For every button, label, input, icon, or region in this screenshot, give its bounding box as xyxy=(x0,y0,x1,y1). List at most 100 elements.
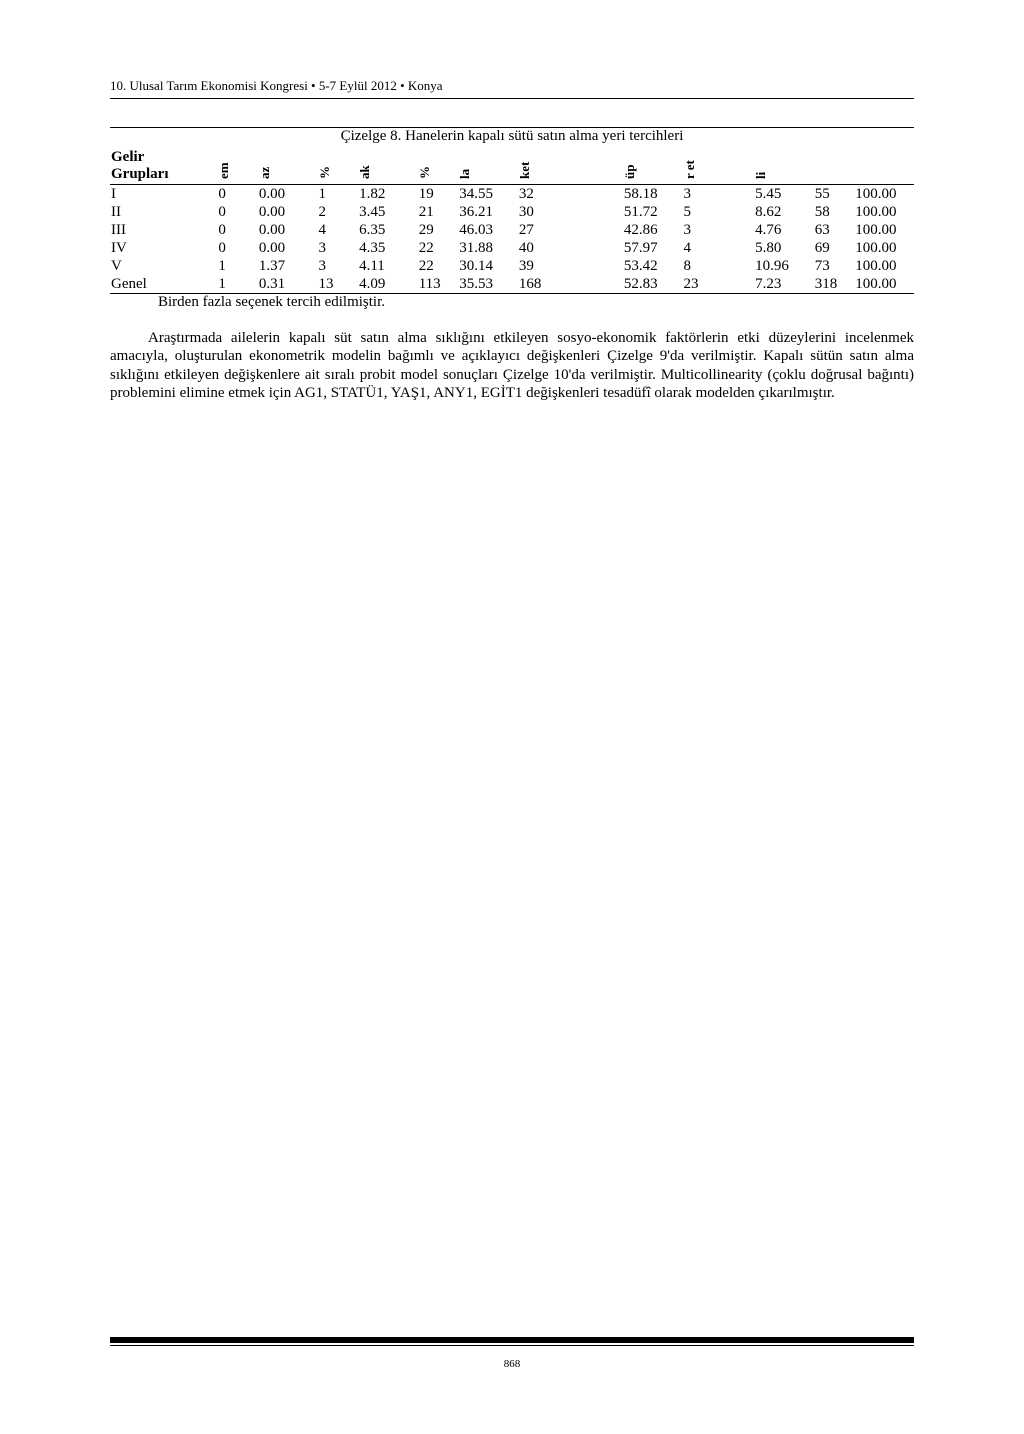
cell: 0 xyxy=(217,239,258,257)
col-h-9: li xyxy=(754,147,814,185)
cell: 34.55 xyxy=(458,185,518,204)
cell: 42.86 xyxy=(623,221,683,239)
cell: 0.00 xyxy=(258,185,318,204)
header-rule xyxy=(110,98,914,99)
cell: 27 xyxy=(518,221,623,239)
col-h-1: az xyxy=(258,147,318,185)
col-h-4: % xyxy=(418,147,459,185)
cell: 19 xyxy=(418,185,459,204)
cell: 35.53 xyxy=(458,275,518,294)
cell: 58 xyxy=(814,203,855,221)
cell: 55 xyxy=(814,185,855,204)
cell: 8 xyxy=(683,257,755,275)
cell: 100.00 xyxy=(854,275,914,294)
cell: 1 xyxy=(318,185,359,204)
page-number: 868 xyxy=(110,1358,914,1370)
cell: 0 xyxy=(217,221,258,239)
table-header-row: Gelir Grupları em az % ak % la ket üp r … xyxy=(110,147,914,185)
col-h-10 xyxy=(814,147,855,185)
cell: 63 xyxy=(814,221,855,239)
cell: 5.80 xyxy=(754,239,814,257)
cell: 100.00 xyxy=(854,239,914,257)
cell: 29 xyxy=(418,221,459,239)
cell: 4.35 xyxy=(358,239,418,257)
cell: 4 xyxy=(683,239,755,257)
cell: 0 xyxy=(217,203,258,221)
cell: 5.45 xyxy=(754,185,814,204)
cell: 73 xyxy=(814,257,855,275)
cell: 30 xyxy=(518,203,623,221)
cell: 4 xyxy=(318,221,359,239)
cell: 100.00 xyxy=(854,185,914,204)
col-h-11 xyxy=(854,147,914,185)
col-h-5: la xyxy=(458,147,518,185)
cell: 8.62 xyxy=(754,203,814,221)
cell: 31.88 xyxy=(458,239,518,257)
table-row: V 1 1.37 3 4.11 22 30.14 39 53.42 8 10.9… xyxy=(110,257,914,275)
table-title: Çizelge 8. Hanelerin kapalı sütü satın a… xyxy=(110,128,914,145)
table-row: II 0 0.00 2 3.45 21 36.21 30 51.72 5 8.6… xyxy=(110,203,914,221)
col-h-8: r et xyxy=(683,147,755,185)
cell: 3 xyxy=(683,185,755,204)
table-footnote: Birden fazla seçenek tercih edilmiştir. xyxy=(158,294,914,311)
cell: 53.42 xyxy=(623,257,683,275)
cell: 57.97 xyxy=(623,239,683,257)
col-h-3: ak xyxy=(358,147,418,185)
table-row: Genel 1 0.31 13 4.09 113 35.53 168 52.83… xyxy=(110,275,914,294)
cell: 23 xyxy=(683,275,755,294)
cell: 3 xyxy=(318,257,359,275)
cell: 51.72 xyxy=(623,203,683,221)
cell: 58.18 xyxy=(623,185,683,204)
cell: 318 xyxy=(814,275,855,294)
cell: 30.14 xyxy=(458,257,518,275)
cell: 6.35 xyxy=(358,221,418,239)
cell: 0.31 xyxy=(258,275,318,294)
cell: 0.00 xyxy=(258,203,318,221)
cell-group: Genel xyxy=(110,275,217,294)
cell: 10.96 xyxy=(754,257,814,275)
cell: 69 xyxy=(814,239,855,257)
cell: 52.83 xyxy=(623,275,683,294)
cell: 22 xyxy=(418,257,459,275)
table-body: I 0 0.00 1 1.82 19 34.55 32 58.18 3 5.45… xyxy=(110,185,914,294)
cell: 39 xyxy=(518,257,623,275)
cell: 3.45 xyxy=(358,203,418,221)
cell: 21 xyxy=(418,203,459,221)
cell-group: III xyxy=(110,221,217,239)
data-table: Gelir Grupları em az % ak % la ket üp r … xyxy=(110,147,914,294)
cell-group: IV xyxy=(110,239,217,257)
col-h-6: ket xyxy=(518,147,623,185)
footer-rule-thin xyxy=(110,1345,914,1346)
cell: 13 xyxy=(318,275,359,294)
cell: 1.37 xyxy=(258,257,318,275)
cell: 2 xyxy=(318,203,359,221)
table-row: I 0 0.00 1 1.82 19 34.55 32 58.18 3 5.45… xyxy=(110,185,914,204)
cell: 1 xyxy=(217,257,258,275)
cell: 22 xyxy=(418,239,459,257)
col-h-7: üp xyxy=(623,147,683,185)
cell-group: I xyxy=(110,185,217,204)
cell: 7.23 xyxy=(754,275,814,294)
body-paragraph: Araştırmada ailelerin kapalı süt satın a… xyxy=(110,329,914,402)
cell-group: V xyxy=(110,257,217,275)
cell: 113 xyxy=(418,275,459,294)
cell: 0 xyxy=(217,185,258,204)
footer: 868 xyxy=(110,1337,914,1370)
cell: 100.00 xyxy=(854,221,914,239)
cell: 4.76 xyxy=(754,221,814,239)
table-row: IV 0 0.00 3 4.35 22 31.88 40 57.97 4 5.8… xyxy=(110,239,914,257)
col-h-0: em xyxy=(217,147,258,185)
cell: 40 xyxy=(518,239,623,257)
cell: 32 xyxy=(518,185,623,204)
cell: 4.11 xyxy=(358,257,418,275)
group-label-1: Gelir xyxy=(111,149,144,165)
cell: 100.00 xyxy=(854,203,914,221)
cell: 100.00 xyxy=(854,257,914,275)
col-group: Gelir Grupları xyxy=(110,147,217,185)
cell: 0.00 xyxy=(258,239,318,257)
cell: 46.03 xyxy=(458,221,518,239)
group-label-2: Grupları xyxy=(111,166,169,182)
table-row: III 0 0.00 4 6.35 29 46.03 27 42.86 3 4.… xyxy=(110,221,914,239)
cell: 1 xyxy=(217,275,258,294)
page-header: 10. Ulusal Tarım Ekonomisi Kongresi • 5-… xyxy=(110,78,914,94)
